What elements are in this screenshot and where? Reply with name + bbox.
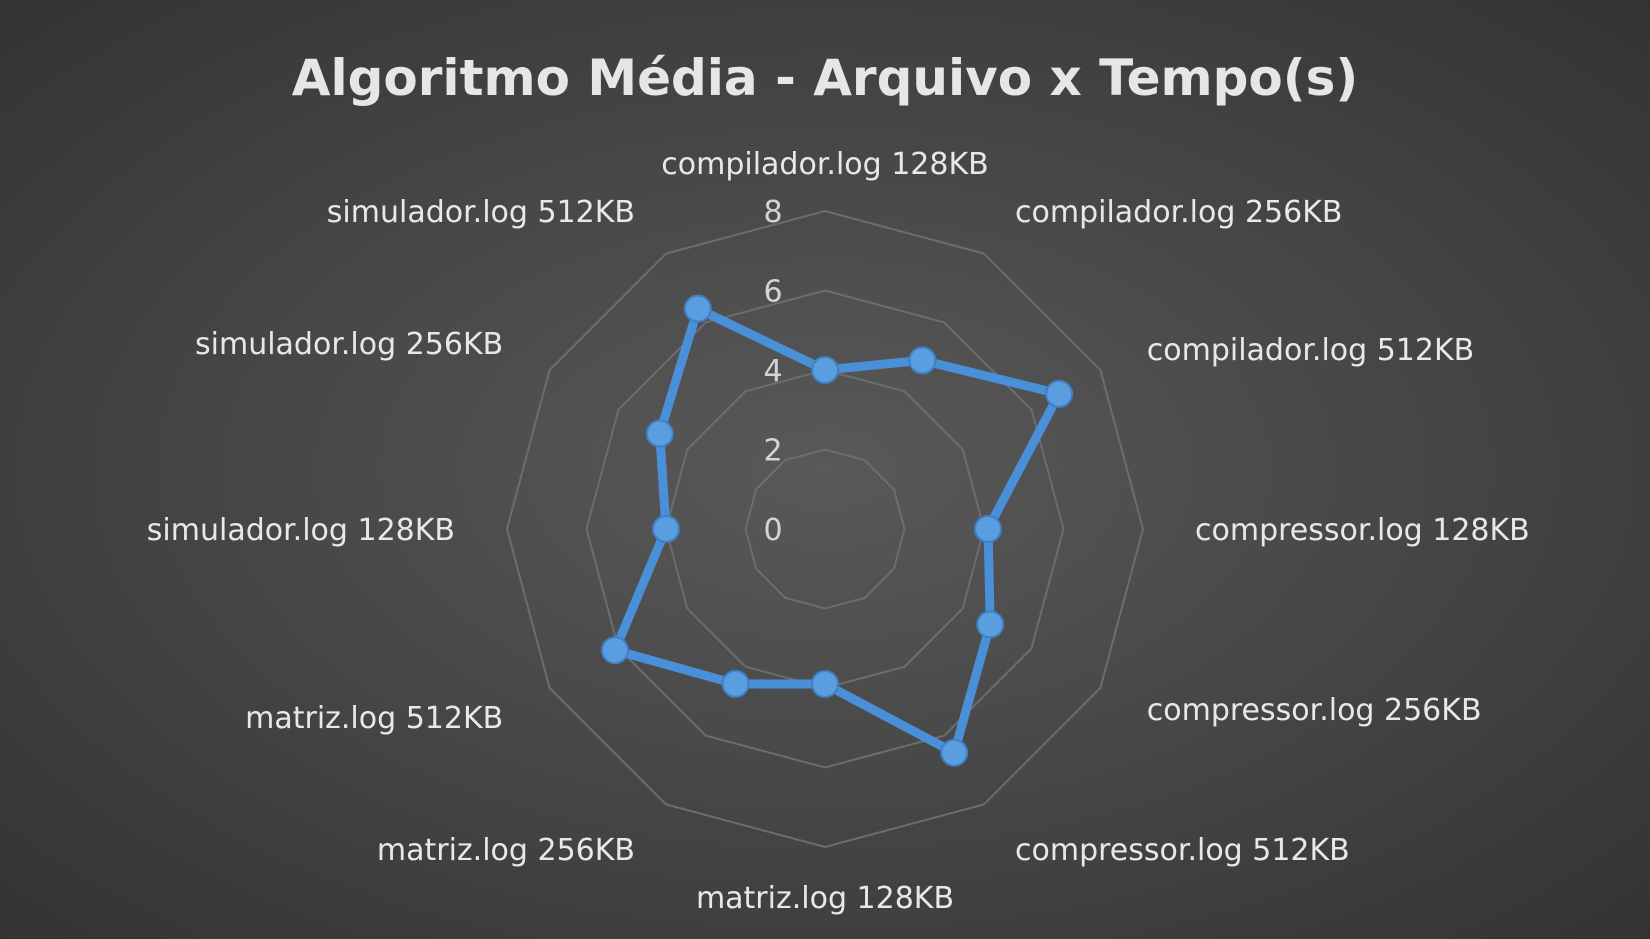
category-label-9: simulador.log 128KB [147, 513, 455, 548]
radar-grid [505, 209, 1145, 849]
tick-label-3: 6 [763, 275, 782, 310]
category-label-5: compressor.log 512KB [1015, 833, 1350, 868]
grid-ring-1 [744, 448, 906, 610]
data-point-11 [683, 294, 712, 323]
data-point-5 [940, 738, 969, 767]
category-label-2: compilador.log 512KB [1147, 333, 1474, 368]
category-labels: compilador.log 128KB compilador.log 256KB… [147, 147, 1530, 916]
category-label-0: compilador.log 128KB [661, 147, 988, 182]
category-label-11: simulador.log 512KB [327, 195, 635, 230]
category-label-3: compressor.log 128KB [1195, 513, 1530, 548]
data-point-2 [1045, 379, 1074, 408]
category-label-1: compilador.log 256KB [1015, 195, 1342, 230]
radial-axis-ticks: 0 2 4 6 8 [763, 195, 782, 548]
category-label-6: matriz.log 128KB [696, 881, 954, 916]
grid-ring-3 [585, 289, 1065, 769]
category-label-7: matriz.log 256KB [377, 833, 635, 868]
data-point-0 [811, 356, 839, 384]
grid-ring-4 [505, 209, 1145, 849]
data-point-8 [601, 636, 630, 665]
data-series [601, 294, 1074, 767]
tick-label-2: 4 [763, 354, 782, 389]
category-label-10: simulador.log 256KB [195, 327, 503, 362]
chart-title: Algoritmo Média - Arquivo x Tempo(s) [292, 49, 1358, 107]
category-label-4: compressor.log 256KB [1147, 693, 1482, 728]
category-label-8: matriz.log 512KB [245, 701, 503, 736]
data-point-9 [652, 515, 680, 543]
data-point-6 [811, 670, 839, 699]
grid-ring-2 [664, 368, 986, 690]
data-point-3 [973, 515, 1002, 543]
tick-label-1: 2 [763, 434, 782, 469]
data-point-1 [908, 346, 937, 375]
data-point-10 [645, 419, 674, 448]
tick-label-0: 0 [763, 513, 782, 548]
tick-label-4: 8 [763, 195, 782, 230]
data-point-7 [721, 669, 750, 698]
data-point-4 [976, 610, 1005, 639]
